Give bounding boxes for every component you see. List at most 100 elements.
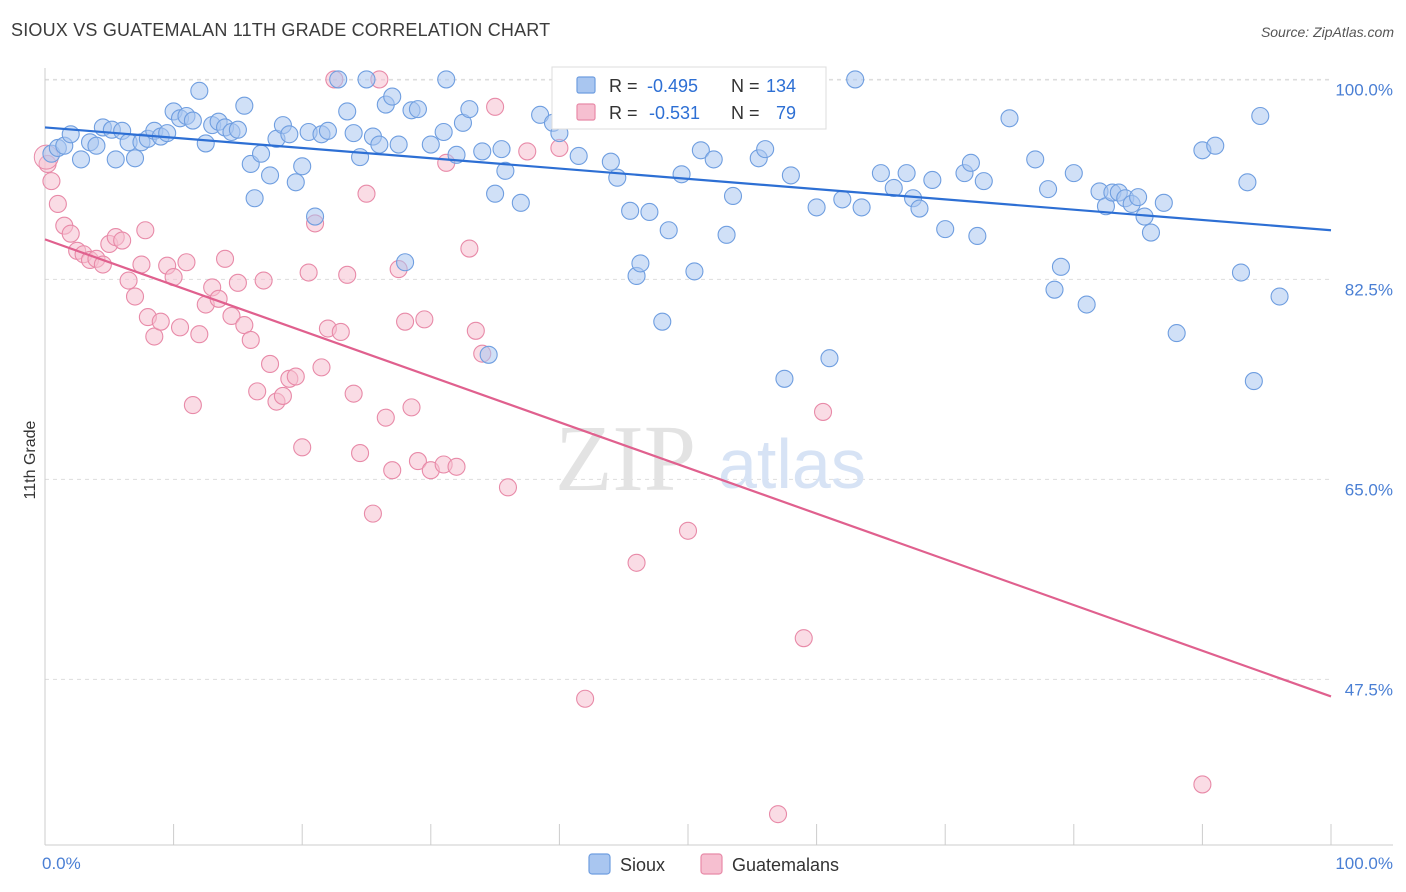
- legend-r-label-2: R =: [609, 103, 638, 123]
- guatemalans-point-1: [42, 172, 61, 191]
- sioux-point-97: [871, 164, 890, 183]
- sioux-point-58: [437, 70, 456, 89]
- sioux-point-131: [1251, 106, 1270, 126]
- guatemalans-point-73: [627, 553, 646, 572]
- sioux-point-106: [968, 226, 987, 246]
- y-tick-label-3: 100.0%: [1335, 80, 1393, 99]
- correlation-legend: R = -0.495 N = 134 R = -0.531 N = 79: [551, 66, 827, 130]
- sioux-point-56: [421, 135, 440, 154]
- sioux-point-44: [338, 102, 357, 121]
- sioux-point-125: [1167, 324, 1186, 343]
- sioux-point-92: [807, 198, 826, 217]
- sioux-point-32: [251, 144, 271, 163]
- sioux-point-77: [631, 254, 650, 273]
- guatemalans-point-2: [48, 194, 67, 214]
- sioux-point-94: [833, 190, 852, 209]
- legend-r-value-2: -0.531: [649, 103, 700, 123]
- sioux-point-103: [936, 220, 955, 239]
- sioux-point-108: [1000, 109, 1019, 128]
- x-tick-label-min: 0.0%: [42, 854, 81, 873]
- sioux-point-43: [329, 70, 348, 89]
- sioux-point-37: [286, 173, 305, 192]
- sioux-point-99: [897, 164, 916, 183]
- series-legend: Sioux Guatemalans: [588, 853, 839, 875]
- bottom-legend-swatch-sioux: [588, 853, 611, 875]
- sioux-point-64: [486, 184, 505, 203]
- sioux-point-23: [196, 134, 215, 153]
- sioux-point-102: [923, 170, 942, 190]
- sioux-point-22: [190, 81, 209, 100]
- sioux-points: [42, 70, 1289, 391]
- sioux-point-55: [408, 100, 427, 119]
- sioux-point-45: [344, 124, 363, 143]
- guatemalans-point-25: [190, 325, 209, 344]
- sioux-point-132: [1270, 287, 1289, 306]
- sioux-point-28: [228, 120, 247, 139]
- guatemalans-point-54: [376, 408, 395, 427]
- guatemalans-point-55: [383, 461, 402, 480]
- chart-title: SIOUX VS GUATEMALAN 11TH GRADE CORRELATI…: [11, 20, 551, 40]
- y-tick-label-2: 82.5%: [1345, 280, 1393, 299]
- sioux-point-36: [280, 125, 299, 144]
- bottom-legend-guatemalans: Guatemalans: [732, 855, 839, 875]
- sioux-point-128: [1231, 263, 1251, 282]
- guatemalans-point-34: [248, 382, 267, 401]
- guatemalans-point-47: [331, 322, 350, 342]
- axes: [44, 68, 1393, 846]
- legend-swatch-sioux: [576, 76, 596, 94]
- sioux-point-68: [531, 105, 550, 124]
- sioux-point-112: [1051, 257, 1070, 276]
- sioux-point-62: [473, 142, 492, 161]
- legend-r-label-1: R =: [609, 76, 638, 96]
- guatemalans-point-23: [177, 253, 196, 272]
- guatemalans-point-65: [460, 239, 479, 258]
- guatemalans-trend-line: [44, 238, 1332, 698]
- sioux-point-52: [389, 135, 408, 154]
- guatemalans-point-50: [351, 444, 370, 463]
- guatemalans-point-9: [93, 255, 112, 274]
- sioux-point-47: [357, 70, 376, 89]
- sioux-point-79: [653, 312, 672, 331]
- sioux-point-9: [106, 150, 125, 169]
- sioux-point-80: [659, 221, 678, 240]
- guatemalans-point-14: [125, 287, 145, 306]
- bottom-legend-sioux: Sioux: [620, 855, 665, 875]
- guatemalans-point-42: [299, 263, 318, 282]
- sioux-point-40: [306, 207, 325, 226]
- sioux-point-49: [370, 135, 389, 154]
- guatemalans-point-41: [293, 438, 312, 457]
- guatemalans-point-16: [136, 221, 155, 240]
- guatemalans-point-44: [312, 358, 331, 377]
- guatemalans-point-52: [363, 504, 382, 523]
- guatemalans-point-78: [813, 402, 833, 421]
- y-tick-label-1: 65.0%: [1345, 480, 1393, 499]
- guatemalans-point-57: [396, 312, 415, 331]
- sioux-point-110: [1039, 180, 1058, 199]
- guatemalans-point-74: [678, 521, 698, 540]
- sioux-point-111: [1045, 280, 1064, 299]
- guatemalans-point-38: [273, 386, 292, 405]
- sioux-point-129: [1238, 173, 1257, 192]
- guatemalans-point-51: [357, 184, 376, 203]
- guatemalans-point-19: [151, 312, 170, 331]
- sioux-point-124: [1154, 193, 1173, 212]
- sioux-point-21: [183, 111, 202, 130]
- sioux-point-105: [961, 153, 980, 172]
- guatemalans-point-70: [518, 142, 537, 161]
- guatemalans-point-69: [498, 478, 518, 497]
- guatemalans-point-30: [222, 306, 241, 326]
- sioux-point-31: [245, 189, 264, 208]
- sioux-point-109: [1026, 150, 1045, 169]
- sioux-point-84: [704, 150, 723, 169]
- sioux-point-57: [434, 122, 453, 142]
- guatemalans-point-77: [794, 629, 813, 648]
- guatemalans-point-60: [415, 310, 434, 329]
- sioux-point-86: [723, 186, 743, 206]
- guatemalans-point-66: [466, 321, 485, 340]
- sioux-point-6: [87, 136, 106, 155]
- guatemalans-point-58: [402, 398, 421, 417]
- legend-r-value-1: -0.495: [647, 76, 698, 96]
- sioux-point-71: [569, 146, 588, 166]
- sioux-point-123: [1141, 223, 1161, 242]
